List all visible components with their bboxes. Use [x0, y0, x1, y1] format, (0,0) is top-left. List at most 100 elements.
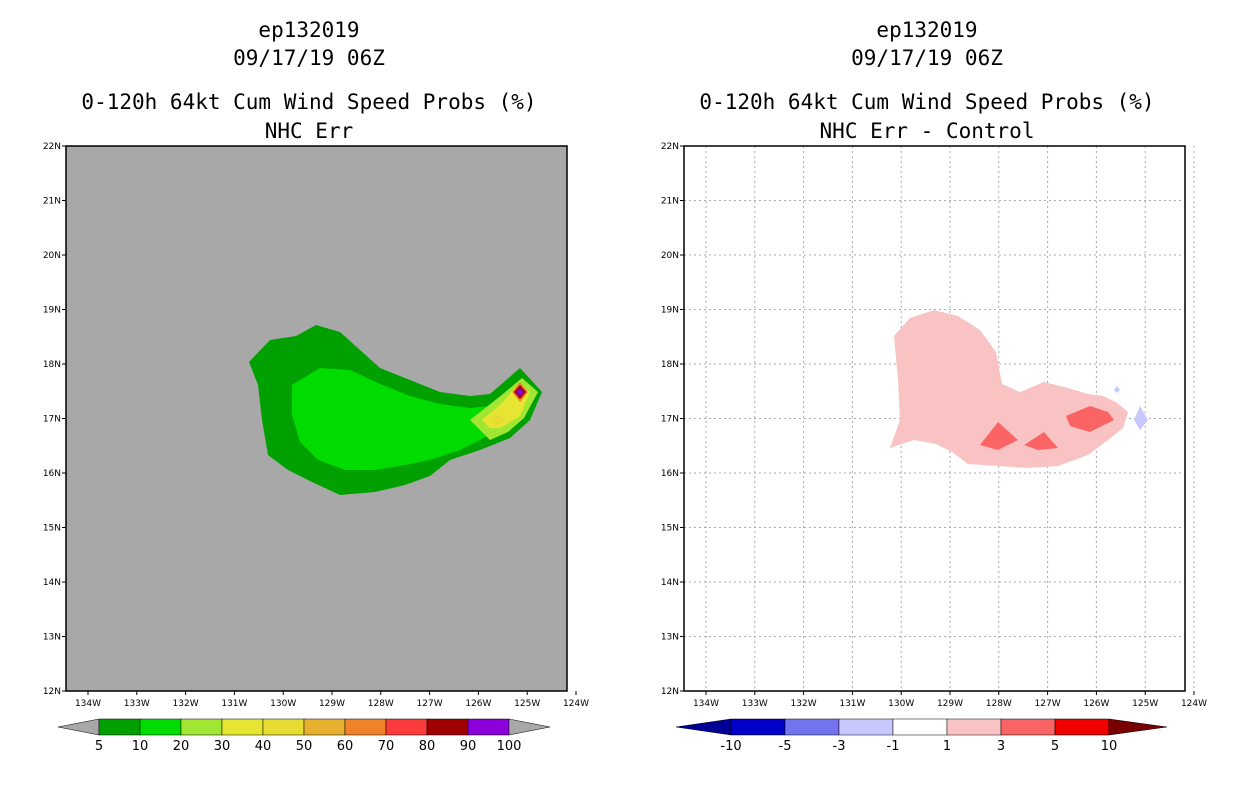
right-lat-label: 22N [661, 142, 679, 152]
left-lat-label: 17N [43, 415, 61, 425]
left-lat-axis: 22N 21N 20N 19N 18N 17N 16N 15N 14N 13N 12N [43, 142, 66, 697]
left-lat-label: 18N [43, 360, 61, 370]
left-lon-label: 132W [173, 699, 199, 709]
right-colorbar-label: 1 [943, 739, 951, 754]
left-lat-label: 12N [43, 687, 61, 697]
right-colorbar-swatch [1054, 718, 1110, 736]
left-contour-10 [292, 368, 515, 470]
right-lon-label: 125W [1132, 699, 1158, 709]
left-lon-label: 128W [368, 699, 394, 709]
left-subtitle: NHC Err [264, 119, 354, 143]
left-colorbar-swatch [180, 718, 223, 736]
left-colorbar-high-arrow [508, 718, 551, 736]
right-lat-label: 17N [661, 415, 679, 425]
right-storm-id: ep132019 [876, 18, 978, 42]
left-lon-label: 127W [417, 699, 443, 709]
right-lat-label: 19N [661, 306, 679, 316]
right-panel: ep132019 09/17/19 06Z 0-120h 64kt Cum Wi… [618, 0, 1236, 800]
left-lon-label: 134W [75, 699, 101, 709]
right-diff-neg-1-3-b [1114, 386, 1120, 393]
right-colorbar-label: -3 [833, 739, 846, 754]
left-colorbar-label: 70 [378, 739, 395, 754]
left-lon-label: 133W [124, 699, 150, 709]
left-colorbar-swatch [385, 718, 428, 736]
right-colorbar-swatch [838, 718, 894, 736]
left-colorbar-label: 60 [337, 739, 354, 754]
left-lat-label: 22N [43, 142, 61, 152]
left-colorbar-label: 90 [460, 739, 477, 754]
right-lat-label: 20N [661, 251, 679, 261]
right-lat-label: 12N [661, 687, 679, 697]
right-diff-3-5-c [1066, 406, 1114, 432]
left-colorbar-swatch [98, 718, 141, 736]
left-product-title: 0-120h 64kt Cum Wind Speed Probs (%) [81, 90, 537, 114]
right-diff-3-5-b [1024, 432, 1058, 450]
right-lat-axis: 22N 21N 20N 19N 18N 17N 16N 15N 14N 13N 12N [661, 142, 684, 697]
left-datetime: 09/17/19 06Z [233, 46, 385, 70]
right-colorbar-label: 10 [1101, 739, 1118, 754]
left-colorbar-swatch [467, 718, 510, 736]
right-lon-label: 130W [888, 699, 914, 709]
left-colorbar: 5 10 20 30 40 50 60 70 80 90 100 [57, 718, 551, 754]
right-lon-label: 134W [693, 699, 719, 709]
left-lon-label: 131W [221, 699, 247, 709]
left-colorbar-label: 100 [497, 739, 522, 754]
right-product-title: 0-120h 64kt Cum Wind Speed Probs (%) [699, 90, 1155, 114]
right-lat-label: 13N [661, 633, 679, 643]
right-colorbar-label: 3 [997, 739, 1005, 754]
right-lat-label: 21N [661, 197, 679, 207]
right-colorbar-high-arrow [1108, 718, 1168, 736]
left-colorbar-label: 40 [255, 739, 272, 754]
right-colorbar-swatch [946, 718, 1002, 736]
left-colorbar-swatch [262, 718, 305, 736]
right-colorbar-label: 5 [1051, 739, 1059, 754]
right-colorbar-swatch [1000, 718, 1056, 736]
left-contour-90 [516, 388, 524, 396]
left-colorbar-label: 30 [214, 739, 231, 754]
left-colorbar-swatch [221, 718, 264, 736]
right-colorbar-swatch [892, 718, 948, 736]
right-colorbar-low-arrow [675, 718, 732, 736]
right-lat-label: 15N [661, 524, 679, 534]
left-lon-label: 129W [319, 699, 345, 709]
left-lon-label: 130W [270, 699, 296, 709]
right-lon-label: 131W [839, 699, 865, 709]
left-lon-label: 124W [563, 699, 589, 709]
left-lat-label: 15N [43, 524, 61, 534]
left-colorbar-label: 80 [419, 739, 436, 754]
right-colorbar: -10 -5 -3 -1 1 3 5 10 [675, 718, 1168, 754]
left-storm-id: ep132019 [258, 18, 360, 42]
left-lat-label: 20N [43, 251, 61, 261]
right-lon-axis: 134W 133W 132W 131W 130W 129W 128W 127W 126W 125W… [693, 691, 1207, 709]
left-colorbar-swatch [344, 718, 387, 736]
right-colorbar-label: -10 [720, 739, 741, 754]
right-lon-label: 127W [1035, 699, 1061, 709]
right-colorbar-label: -5 [779, 739, 792, 754]
right-diff-1-3 [890, 310, 1128, 468]
right-lon-label: 128W [986, 699, 1012, 709]
right-lon-label: 132W [791, 699, 817, 709]
left-colorbar-swatch [139, 718, 182, 736]
right-colorbar-swatch [730, 718, 786, 736]
right-datetime: 09/17/19 06Z [851, 46, 1003, 70]
right-diff-neg-1-3-a [1134, 406, 1148, 430]
right-subtitle: NHC Err - Control [819, 119, 1035, 143]
right-lon-label: 133W [742, 699, 768, 709]
left-colorbar-swatch [303, 718, 346, 736]
left-colorbar-label: 20 [173, 739, 190, 754]
left-lat-label: 14N [43, 578, 61, 588]
left-colorbar-swatch [426, 718, 469, 736]
right-lon-label: 124W [1181, 699, 1207, 709]
right-colorbar-label: -1 [887, 739, 900, 754]
left-lat-label: 16N [43, 469, 61, 479]
left-lon-label: 126W [465, 699, 491, 709]
left-contour-40 [488, 414, 506, 426]
left-lat-label: 21N [43, 197, 61, 207]
right-lat-label: 18N [661, 360, 679, 370]
left-colorbar-label: 10 [132, 739, 149, 754]
right-colorbar-swatch [784, 718, 840, 736]
right-diff-3-5-a [980, 422, 1018, 450]
right-lat-label: 16N [661, 469, 679, 479]
